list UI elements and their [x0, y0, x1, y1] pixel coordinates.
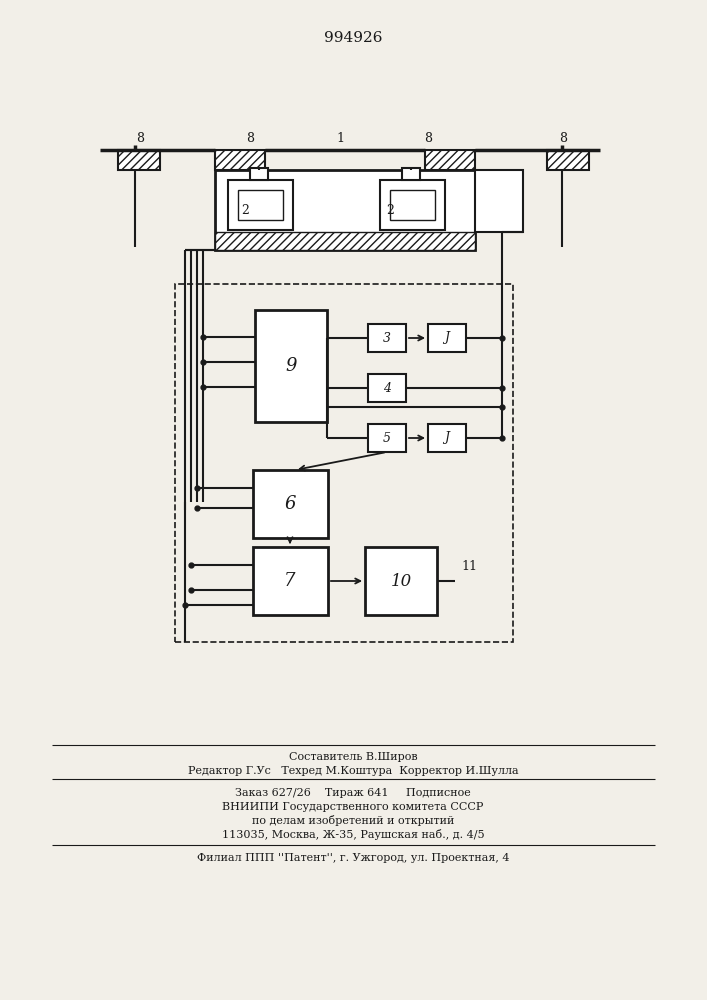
- Bar: [428, 324, 466, 352]
- Text: по делам изобретений и открытий: по делам изобретений и открытий: [252, 816, 454, 826]
- Text: Составитель В.Широв: Составитель В.Широв: [288, 752, 417, 762]
- Text: 9: 9: [285, 357, 297, 375]
- Bar: [253, 470, 328, 538]
- Bar: [547, 150, 589, 170]
- Bar: [368, 374, 406, 402]
- Bar: [365, 547, 437, 615]
- Text: 6: 6: [284, 495, 296, 513]
- Text: J: J: [445, 432, 450, 444]
- Bar: [402, 168, 420, 180]
- Bar: [175, 284, 513, 642]
- Bar: [250, 168, 268, 180]
- Bar: [215, 170, 475, 250]
- Text: 3: 3: [383, 332, 391, 344]
- Bar: [368, 424, 406, 452]
- Text: 2: 2: [241, 204, 249, 217]
- Text: 2: 2: [386, 204, 394, 217]
- Text: 1: 1: [336, 131, 344, 144]
- Bar: [215, 232, 475, 250]
- Bar: [390, 190, 435, 220]
- Text: J: J: [445, 332, 450, 344]
- Text: 4: 4: [383, 381, 391, 394]
- Bar: [253, 547, 328, 615]
- Bar: [255, 310, 327, 422]
- Text: 7: 7: [284, 572, 296, 590]
- Bar: [368, 324, 406, 352]
- Text: 11: 11: [461, 560, 477, 572]
- Text: Филиал ППП ''Патент'', г. Ужгород, ул. Проектная, 4: Филиал ППП ''Патент'', г. Ужгород, ул. П…: [197, 853, 509, 863]
- Bar: [475, 170, 523, 232]
- Text: Редактор Г.Ус   Техред М.Коштура  Корректор И.Шулла: Редактор Г.Ус Техред М.Коштура Корректор…: [187, 766, 518, 776]
- Text: 113035, Москва, Ж-35, Раушская наб., д. 4/5: 113035, Москва, Ж-35, Раушская наб., д. …: [222, 830, 484, 840]
- Bar: [228, 180, 293, 230]
- Text: 8: 8: [136, 131, 144, 144]
- Bar: [118, 150, 160, 170]
- Bar: [428, 424, 466, 452]
- Bar: [380, 180, 445, 230]
- Text: 10: 10: [390, 572, 411, 589]
- Text: Заказ 627/26    Тираж 641     Подписное: Заказ 627/26 Тираж 641 Подписное: [235, 788, 471, 798]
- Text: 994926: 994926: [324, 31, 382, 45]
- Text: 8: 8: [424, 131, 432, 144]
- Text: 8: 8: [246, 131, 254, 144]
- Text: ВНИИПИ Государственного комитета СССР: ВНИИПИ Государственного комитета СССР: [222, 802, 484, 812]
- Bar: [425, 150, 475, 170]
- Bar: [215, 150, 265, 170]
- Text: 8: 8: [559, 131, 567, 144]
- Text: 5: 5: [383, 432, 391, 444]
- Bar: [238, 190, 283, 220]
